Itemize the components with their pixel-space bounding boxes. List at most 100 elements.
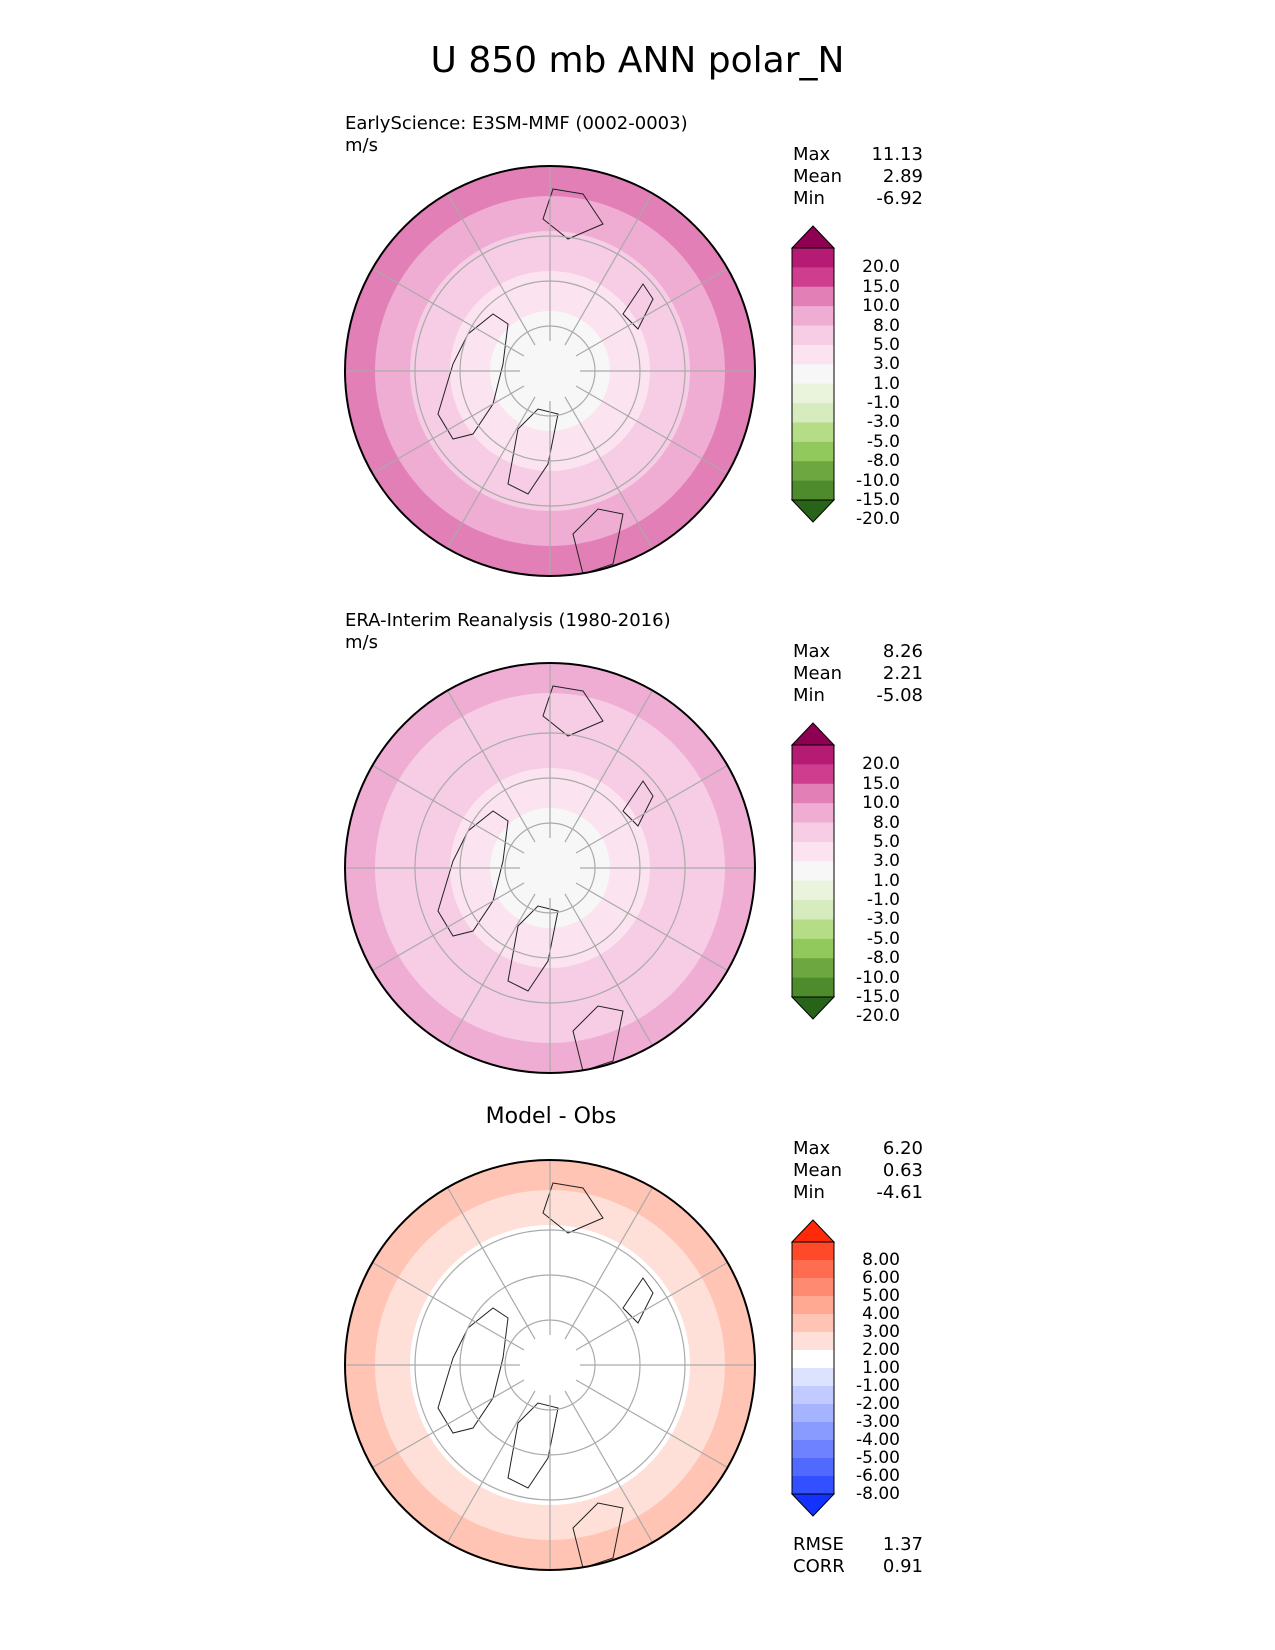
colorbar-segment [792,306,834,327]
map-boundary [344,662,756,1074]
colorbar-tick-label: -1.0 [866,393,900,414]
colorbar [790,1219,836,1517]
colorbar-segment [792,880,834,901]
colorbar-segment [792,1440,834,1459]
colorbar-segment [792,403,834,423]
stat-label: Mean [793,1160,843,1181]
colorbar-segment [792,764,834,785]
colorbar-tick-label: 8.00 [862,1250,900,1270]
colorbar-frame [791,247,835,501]
colorbar-tick-label: -3.0 [866,412,900,433]
colorbar-segment [792,422,834,443]
meridian-line [372,882,525,972]
coastline [437,1307,509,1434]
meridian-line [575,385,728,475]
coastline [437,810,509,937]
coastline [622,1277,654,1324]
stat-value: -6.92 [876,188,923,209]
meridian-line [575,764,728,854]
colorbar-tick-label: 1.0 [872,373,900,394]
colorbar-tick-label: -2.00 [856,1394,900,1414]
colorbar-segment [792,1476,834,1495]
coastline [572,508,624,575]
field-band [490,1305,610,1425]
meridian-line [446,690,536,843]
colorbar-tick-label: 8.0 [872,812,900,833]
field-band [490,808,610,928]
colorbar-extend-bottom [790,996,836,1020]
stat-min: Min -4.61 [793,1182,923,1204]
polar-map [344,165,756,577]
coastline [542,685,604,737]
stat-max: Max 6.20 [793,1138,923,1160]
stat-mean: Mean 2.21 [793,663,923,685]
stat-max: Max 11.13 [793,144,923,166]
stat-value: 2.89 [882,166,923,187]
colorbar-segment [792,383,834,404]
colorbar-tick-label: 1.00 [862,1358,900,1378]
panel-obs: ERA-Interim Reanalysis (1980-2016) m/s M… [0,607,1275,1077]
colorbar-extend-bottom [790,1493,836,1517]
stat-label: Max [793,1138,831,1159]
stat-value: 6.20 [882,1138,923,1159]
stat-label: Max [793,641,831,662]
metric-label: RMSE [793,1534,844,1555]
colorbar-segment [792,1242,834,1261]
meridian-line [564,193,654,346]
colorbar-segment [792,900,834,920]
stat-min: Min -6.92 [793,188,923,210]
stat-value: 11.13 [871,144,923,165]
stat-label: Mean [793,663,843,684]
colorbar-segment [792,803,834,824]
colorbar [790,225,836,523]
colorbar-segment [792,344,834,365]
stat-mean: Mean 0.63 [793,1160,923,1182]
colorbar-segment [792,1458,834,1477]
colorbar-tick-label: 8.0 [872,315,900,336]
stats-block: Max 11.13 Mean 2.89 Min -6.92 [793,144,923,210]
colorbar-tick-label: -15.0 [856,987,900,1007]
stat-min: Min -5.08 [793,685,923,707]
polar-map [344,1159,756,1571]
colorbar-segment [792,919,834,940]
colorbar-segment [792,286,834,307]
coastline [622,780,654,827]
colorbar-tick-label: 6.00 [862,1268,900,1288]
meridian-line [575,1261,728,1351]
coastline [542,1182,604,1234]
metric-value: 1.37 [882,1534,923,1555]
stat-label: Min [793,1182,825,1203]
panel-title: EarlyScience: E3SM-MMF (0002-0003) [345,113,688,134]
coastline [622,283,654,330]
meridian-line [372,764,525,854]
colorbar-segment [792,248,834,268]
colorbar-segment [792,822,834,843]
colorbar-tick-label: -5.00 [856,1448,900,1468]
meridian-line [446,396,536,549]
colorbar-tick-label: 15.0 [862,773,900,794]
meridian-line [564,396,654,549]
colorbar-segment [792,461,834,482]
meridian-line [446,193,536,346]
colorbar-ticks: 8.00 6.00 5.00 4.00 3.00 2.00 1.00 -1.00 -2.00 -3… [840,1218,900,1518]
colorbar-segment [792,441,834,462]
meridian-line [372,267,525,357]
colorbar-segment [792,938,834,959]
colorbar-tick-label: 1.0 [872,870,900,891]
stat-mean: Mean 2.89 [793,166,923,188]
map-boundary [344,1159,756,1571]
colorbar-segment [792,1386,834,1405]
stat-value: -4.61 [876,1182,923,1203]
metric-label: CORR [793,1556,845,1577]
colorbar-tick-label: 3.00 [862,1322,900,1342]
coastline [507,408,559,495]
colorbar-tick-label: -5.0 [866,431,900,452]
figure-title: U 850 mb ANN polar_N [430,40,845,81]
colorbar-tick-label: 15.0 [862,276,900,297]
coastline [507,905,559,992]
panel-model: EarlyScience: E3SM-MMF (0002-0003) m/s M… [0,110,1275,580]
field-band [490,311,610,431]
panel-title: ERA-Interim Reanalysis (1980-2016) [345,610,671,631]
meridian-line [575,267,728,357]
colorbar-tick-label: -8.0 [866,451,900,472]
